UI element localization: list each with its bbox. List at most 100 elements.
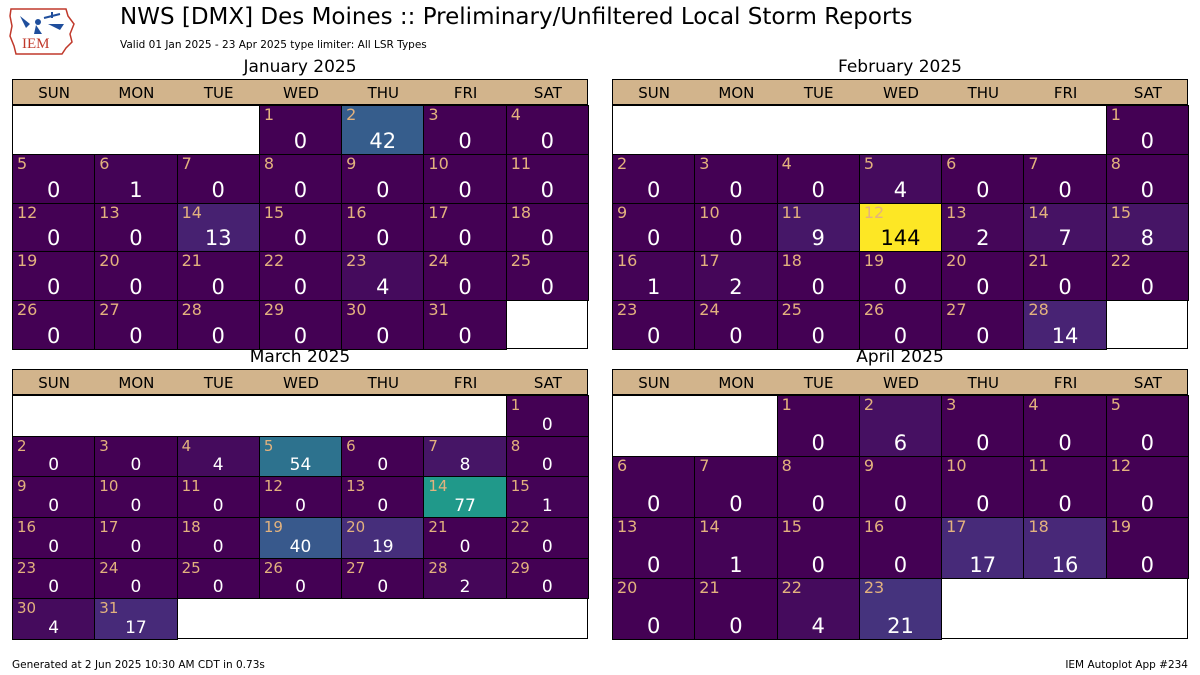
month-title: March 2025	[249, 347, 351, 367]
report-count: 0	[541, 536, 553, 557]
day-cell: 23 21	[858, 578, 943, 640]
day-number: 17	[99, 518, 119, 536]
day-cell: 23 0	[612, 300, 696, 350]
report-count: 0	[541, 577, 553, 598]
day-number: 17	[428, 202, 449, 222]
day-cell: 22 0	[505, 517, 589, 559]
weekday-tue: TUE	[803, 84, 834, 102]
day-number: 15	[1110, 202, 1132, 222]
day-number: 3	[428, 105, 439, 124]
day-cell: 12 0	[1105, 456, 1189, 518]
report-count: 8	[1140, 226, 1155, 251]
report-count: 0	[130, 577, 142, 598]
weekday-sat: SAT	[533, 374, 562, 392]
report-count: 0	[377, 455, 389, 476]
day-cell: 18 0	[176, 517, 260, 559]
report-count: 0	[295, 577, 306, 598]
day-number: 25	[781, 300, 802, 320]
day-number: 21	[1028, 251, 1049, 271]
day-number: 1	[263, 105, 275, 124]
day-number: 11	[1028, 456, 1049, 475]
report-count: 13	[204, 226, 232, 251]
report-count: 0	[1140, 275, 1155, 300]
report-count: 17	[125, 617, 147, 638]
day-number: 3	[946, 395, 957, 414]
report-count: 0	[212, 577, 224, 598]
day-number: 26	[263, 558, 283, 577]
report-count: 0	[293, 275, 308, 300]
day-cell: 15 0	[258, 202, 343, 253]
day-number: 2	[617, 153, 628, 173]
day-cell: 11 9	[776, 202, 860, 253]
report-count: 0	[541, 455, 553, 476]
day-cell: 25 0	[505, 251, 589, 302]
day-cell: 10 0	[941, 456, 1025, 518]
report-count: 0	[1140, 128, 1155, 153]
report-count: 0	[458, 128, 472, 153]
day-cell: 12 144	[858, 202, 943, 253]
day-number: 28	[181, 300, 202, 320]
report-count: 40	[289, 536, 312, 557]
day-cell: 17 0	[423, 202, 507, 253]
weekday-fri: FRI	[453, 84, 478, 102]
report-count: 0	[293, 323, 308, 348]
day-number: 22	[263, 251, 285, 271]
day-cell: 30 4	[12, 598, 96, 640]
month-title: February 2025	[838, 57, 962, 77]
day-cell: 16 0	[341, 202, 425, 253]
day-cell: 26 0	[258, 557, 343, 600]
report-count: 0	[1058, 431, 1072, 455]
report-count: 0	[893, 492, 908, 516]
report-count: 0	[376, 323, 390, 348]
report-count: 0	[293, 128, 308, 153]
weekday-wed: WED	[283, 374, 319, 392]
report-count: 0	[130, 455, 142, 476]
day-number: 10	[699, 202, 720, 222]
day-cell: 11 0	[176, 476, 260, 518]
report-count: 6	[893, 431, 908, 455]
day-cell: 27 0	[941, 300, 1025, 350]
day-number: 12	[17, 202, 38, 222]
weekday-thu: THU	[367, 84, 399, 102]
report-count: 0	[729, 492, 743, 516]
report-count: 0	[129, 323, 143, 348]
day-number: 7	[699, 456, 710, 475]
day-number: 19	[1110, 517, 1132, 536]
day-number: 12	[1110, 456, 1132, 475]
report-count: 0	[893, 275, 908, 300]
logo-text: IEM	[22, 36, 50, 52]
day-number: 30	[17, 599, 37, 618]
report-count: 0	[811, 275, 825, 300]
day-number: 17	[699, 251, 720, 271]
day-number: 16	[863, 517, 885, 536]
weekday-sun: SUN	[38, 84, 70, 102]
day-number: 7	[428, 436, 438, 455]
report-count: 0	[48, 495, 60, 516]
report-count: 0	[211, 275, 225, 300]
day-cell: 17 17	[941, 517, 1025, 579]
day-number: 31	[428, 300, 449, 320]
report-count: 0	[811, 177, 825, 202]
day-number: 13	[99, 202, 120, 222]
day-cell: 15 1	[505, 476, 589, 518]
day-number: 13	[617, 517, 638, 536]
report-count: 4	[48, 617, 60, 638]
day-cell: 19 40	[258, 517, 343, 559]
weekday-thu: THU	[967, 374, 999, 392]
day-cell: 15 8	[1105, 202, 1189, 253]
day-cell: 19 0	[12, 251, 96, 302]
day-number: 24	[99, 558, 119, 577]
weekday-wed: WED	[883, 374, 919, 392]
report-count: 2	[459, 577, 471, 598]
day-number: 4	[781, 153, 792, 173]
